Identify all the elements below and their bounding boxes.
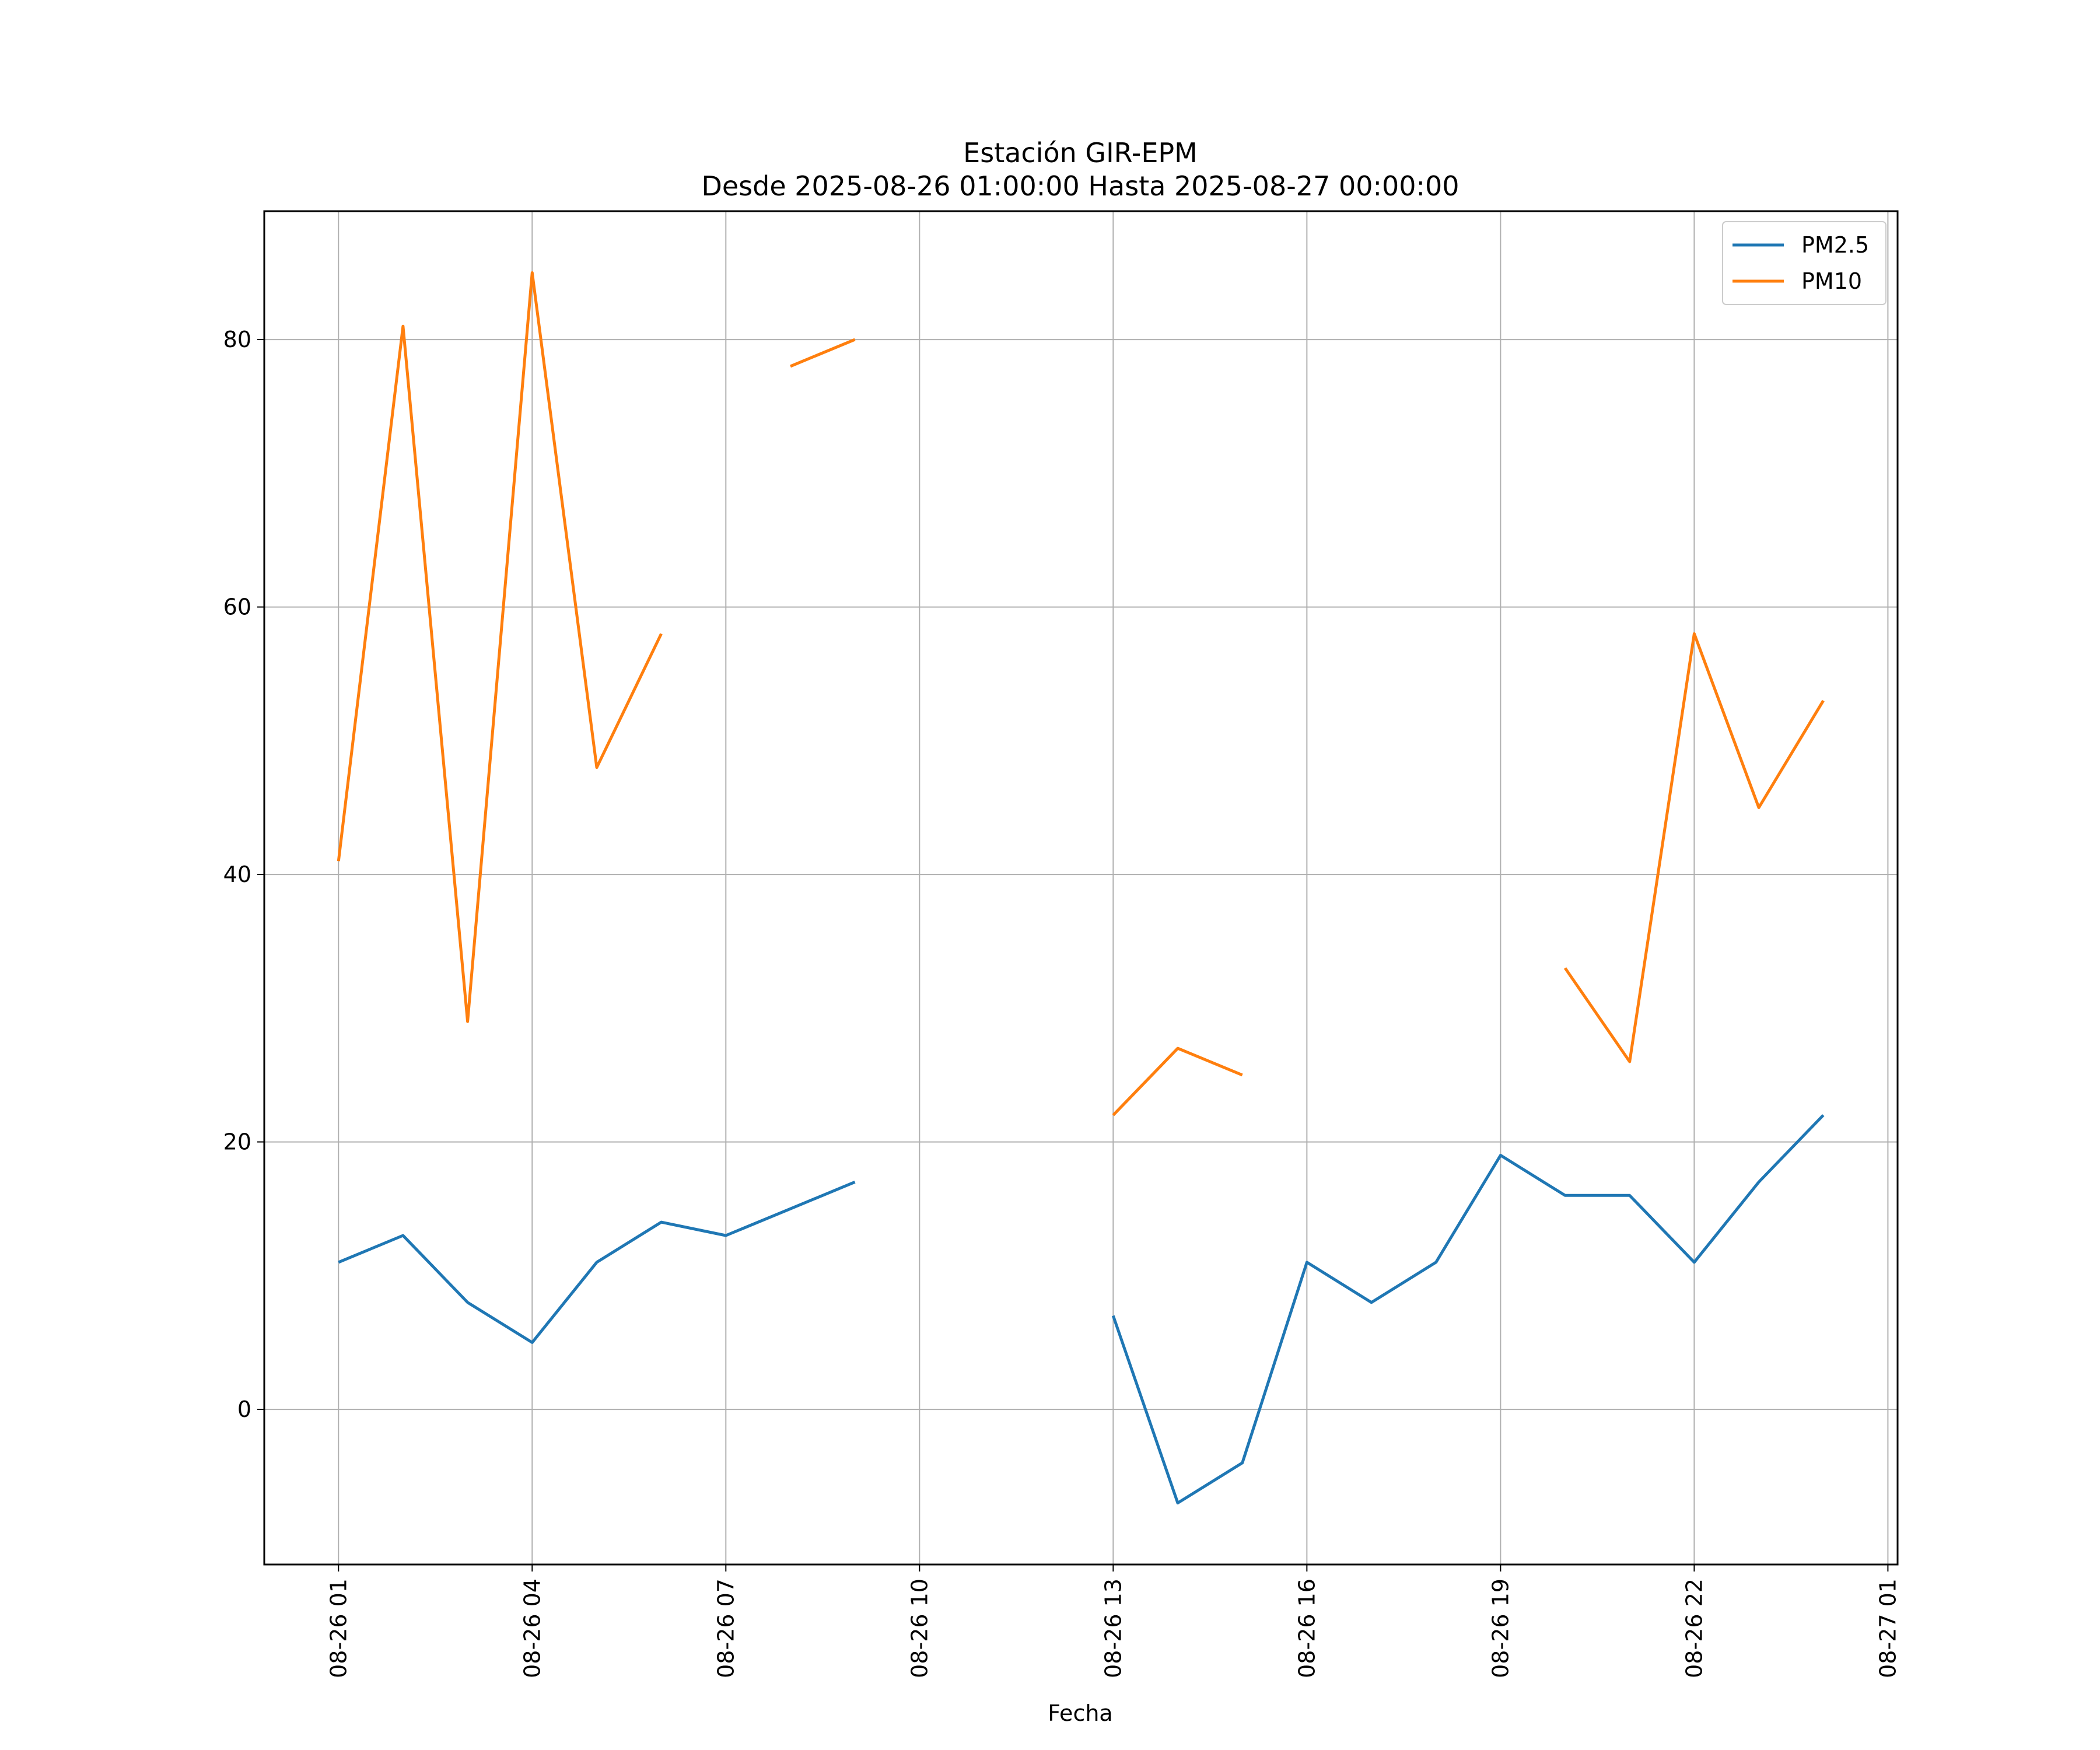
series-line-pm10 [1112, 1046, 1243, 1116]
x-axis-label: Fecha [1048, 1700, 1112, 1726]
x-tick-label: 08-27 01 [1875, 1578, 1901, 1678]
x-tick-label: 08-26 13 [1100, 1578, 1126, 1678]
legend-box [1722, 221, 1887, 305]
legend: PM2.5 PM10 [1722, 221, 1887, 305]
y-tick-label: 40 [223, 862, 251, 887]
series-line-pm10 [1563, 632, 1825, 1063]
x-tick-label: 08-26 07 [713, 1578, 738, 1678]
x-tick-label: 08-26 22 [1681, 1578, 1707, 1678]
y-tick-label: 0 [237, 1396, 251, 1422]
x-tick-label: 08-26 16 [1294, 1578, 1320, 1678]
y-tick-label: 60 [223, 594, 251, 620]
y-tick-label: 20 [223, 1129, 251, 1155]
chart-title: Estación GIR-EPM [963, 137, 1198, 169]
series-line-pm25 [1111, 1114, 1825, 1504]
series-line-pm10 [337, 271, 663, 1023]
plot-series [337, 271, 1825, 1504]
legend-label: PM2.5 [1801, 232, 1869, 258]
x-tick-label: 08-26 19 [1488, 1578, 1513, 1678]
plot-frame [263, 210, 1899, 1566]
axis-ticks: 0 20 40 60 80 08-26 01 08-26 04 08-26 07 08-26 1… [223, 327, 1901, 1678]
grid-lines [264, 211, 1898, 1564]
x-tick-label: 08-26 01 [326, 1578, 351, 1678]
series-line-pm25 [338, 1180, 856, 1344]
y-tick-label: 80 [223, 327, 251, 352]
x-tick-label: 08-26 04 [519, 1578, 545, 1678]
series-line-pm10 [790, 338, 856, 368]
x-tick-label: 08-26 10 [907, 1578, 932, 1678]
chart-subtitle: Desde 2025-08-26 01:00:00 Hasta 2025-08-… [701, 170, 1459, 202]
legend-label: PM10 [1801, 268, 1862, 294]
